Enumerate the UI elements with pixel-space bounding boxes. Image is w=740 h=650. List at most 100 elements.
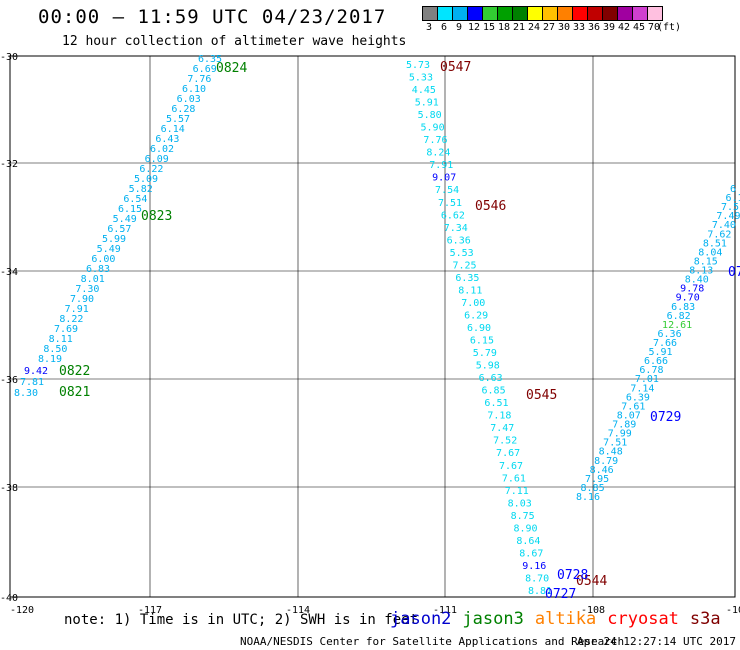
wave-height-value: 8.79 xyxy=(594,456,618,467)
wave-height-value: 7.11 xyxy=(505,486,529,497)
wave-height-value: 8.90 xyxy=(513,523,537,534)
longitude-tick-label: -114 xyxy=(286,605,310,616)
wave-height-value: 7.14 xyxy=(630,383,654,394)
legend-level-label: 70 xyxy=(647,22,661,33)
wave-height-value: 6.22 xyxy=(139,164,163,175)
pass-time-label: 0728 xyxy=(557,568,588,583)
wave-height-value: 8.15 xyxy=(694,256,718,267)
pass-time-label: 0545 xyxy=(526,388,557,403)
wave-height-value: 7.90 xyxy=(70,294,94,305)
wave-height-value: 8.13 xyxy=(689,266,713,277)
legend-level-label: 33 xyxy=(572,22,586,33)
wave-height-value: 8.46 xyxy=(590,465,614,476)
wave-height-value: 6.35 xyxy=(455,273,479,284)
legend-level-label: 36 xyxy=(587,22,601,33)
wave-height-value: 8.30 xyxy=(14,388,38,399)
legend-level-label: 18 xyxy=(497,22,511,33)
wave-height-value: 8.81 xyxy=(528,586,552,597)
legend-level-label: 45 xyxy=(632,22,646,33)
wave-height-value: 6.29 xyxy=(464,310,488,321)
wave-height-value: 7.62 xyxy=(707,229,731,240)
wave-height-value: 6.51 xyxy=(484,398,508,409)
wave-height-value: 6.15 xyxy=(470,336,494,347)
legend-level-label: 6 xyxy=(440,22,448,33)
wave-height-value: 7.99 xyxy=(608,429,632,440)
legend-level-label: 9 xyxy=(455,22,463,33)
wave-height-value: 5.53 xyxy=(450,248,474,259)
wave-height-value: 5.82 xyxy=(129,184,153,195)
satellite-cryosat-label: cryosat xyxy=(607,609,679,629)
wave-height-value: 6.15 xyxy=(118,204,142,215)
wave-height-value: 7.95 xyxy=(585,474,609,485)
latitude-tick-label: -30 xyxy=(0,52,18,63)
wave-height-value: 7.91 xyxy=(65,304,89,315)
wave-height-value: 9.78 xyxy=(680,284,704,295)
wave-height-value: 7.18 xyxy=(487,411,511,422)
wave-height-value: 5.91 xyxy=(415,98,439,109)
wave-height-value: 6.78 xyxy=(639,365,663,376)
footer-timestamp: Apr 24 12:27:14 UTC 2017 xyxy=(577,635,736,648)
satellite-legend: jason2 jason3 altika cryosat s3a xyxy=(390,609,732,629)
wave-height-value: 7.61 xyxy=(502,473,526,484)
wave-height-value: 6.43 xyxy=(155,134,179,145)
wave-height-value: 8.67 xyxy=(519,548,543,559)
units-note: note: 1) Time is in UTC; 2) SWH is in fe… xyxy=(64,612,419,628)
wave-height-value: 8.22 xyxy=(59,314,83,325)
wave-height-value: 4.45 xyxy=(412,85,436,96)
wave-height-value: 8.70 xyxy=(525,573,549,584)
legend-level-label: 27 xyxy=(542,22,556,33)
wave-height-value: 6.03 xyxy=(177,94,201,105)
legend-level-label: 39 xyxy=(602,22,616,33)
latitude-tick-label: -38 xyxy=(0,483,18,494)
wave-height-value: 6.02 xyxy=(150,144,174,155)
wave-height-value: 7.76 xyxy=(187,74,211,85)
wave-height-value: 7.51 xyxy=(721,202,740,213)
wave-height-value: 8.11 xyxy=(49,334,73,345)
wave-height-value: 8.85 xyxy=(581,483,605,494)
wave-height-value: 5.09 xyxy=(134,174,158,185)
footer-credit: NOAA/NESDIS Center for Satellite Applica… xyxy=(240,635,625,648)
wave-height-value: 8.64 xyxy=(516,536,540,547)
wave-height-value: 5.98 xyxy=(476,361,500,372)
wave-height-value: 6.57 xyxy=(107,224,131,235)
wave-height-value: 9.42 xyxy=(24,366,48,377)
longitude-tick-label: -111 xyxy=(433,605,457,616)
wave-height-value: 6.69 xyxy=(193,64,217,75)
wave-height-value: 8.11 xyxy=(458,285,482,296)
legend-swatch xyxy=(647,6,663,21)
wave-height-value: 7.01 xyxy=(635,374,659,385)
latitude-tick-label: -34 xyxy=(0,267,18,278)
wave-height-value: 7.30 xyxy=(75,284,99,295)
wave-height-value: 7.67 xyxy=(496,448,520,459)
wave-height-value: 9.07 xyxy=(432,173,456,184)
wave-height-value: 8.48 xyxy=(599,447,623,458)
wave-height-value: 8.40 xyxy=(685,275,709,286)
wave-height-value: 8.07 xyxy=(617,410,641,421)
wave-height-value: 7.52 xyxy=(493,436,517,447)
wave-height-value: 5.91 xyxy=(648,347,672,358)
color-scale-legend xyxy=(422,6,663,21)
wave-height-value: 6.09 xyxy=(145,154,169,165)
wave-height-value: 6.62 xyxy=(441,210,465,221)
wave-height-value: 6.66 xyxy=(644,356,668,367)
wave-height-value: 8.51 xyxy=(703,238,727,249)
wave-height-value: 6.83 xyxy=(86,264,110,275)
latitude-tick-label: -40 xyxy=(0,593,18,604)
wave-height-value: 6 xyxy=(730,184,736,195)
wave-height-value: 7.34 xyxy=(444,223,468,234)
page-title: 00:00 – 11:59 UTC 04/23/2017 xyxy=(38,6,387,28)
pass-time-label: 0547 xyxy=(440,60,471,75)
wave-height-value: 6.36 xyxy=(447,235,471,246)
wave-height-value: 5.49 xyxy=(113,214,137,225)
wave-height-value: 6.10 xyxy=(182,84,206,95)
pass-time-label: 0729 xyxy=(650,410,681,425)
wave-height-value: 6.54 xyxy=(123,194,147,205)
wave-height-value: 8.19 xyxy=(38,354,62,365)
wave-height-value: 7.76 xyxy=(423,135,447,146)
wave-height-value: 5.57 xyxy=(166,114,190,125)
wave-height-value: 8.04 xyxy=(698,247,722,258)
wave-height-value: 6.28 xyxy=(171,104,195,115)
page-subtitle: 12 hour collection of altimeter wave hei… xyxy=(62,34,407,49)
legend-level-label: 21 xyxy=(512,22,526,33)
